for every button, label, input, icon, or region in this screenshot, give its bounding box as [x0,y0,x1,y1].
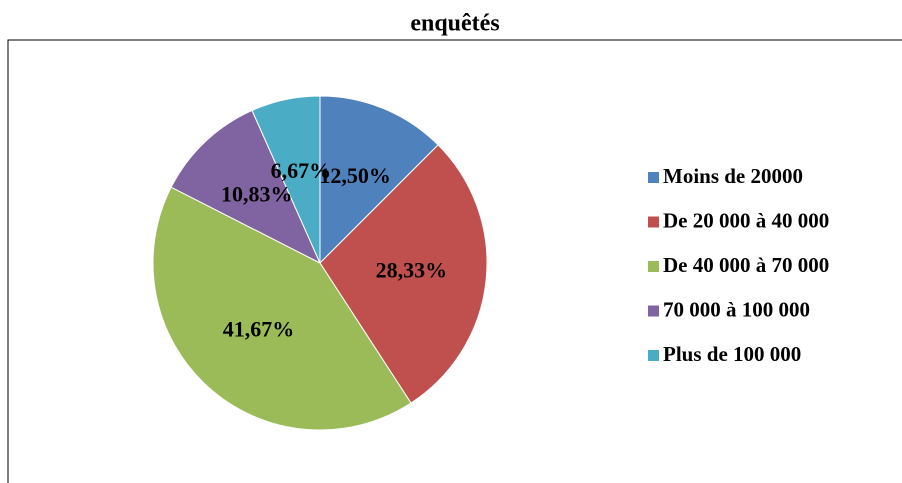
legend-label: Moins de 20000 [663,164,803,188]
pie-slice [251,95,321,264]
chart-frame [7,39,902,483]
legend-label: De 20 000 à 40 000 [663,208,829,232]
data-label: 12,50% [319,163,391,188]
pie-slice [319,144,488,404]
pie-slice [319,95,439,265]
legend-swatch [648,216,659,228]
data-label: 6,67% [271,158,332,183]
chart-title: enquêtés [410,11,499,37]
legend-swatch [648,261,659,272]
legend-swatch [648,350,659,361]
data-label: 10,83% [221,181,293,206]
data-label: 28,33% [376,258,448,283]
data-label: 41,67% [223,316,295,341]
legend-swatch [648,305,659,317]
legend-label: Plus de 100 000 [663,342,801,366]
legend-label: De 40 000 à 70 000 [663,253,829,277]
legend-swatch [648,172,659,183]
legend-label: 70 000 à 100 000 [663,297,810,321]
pie-slice [152,186,412,431]
pie-slice [170,109,322,265]
